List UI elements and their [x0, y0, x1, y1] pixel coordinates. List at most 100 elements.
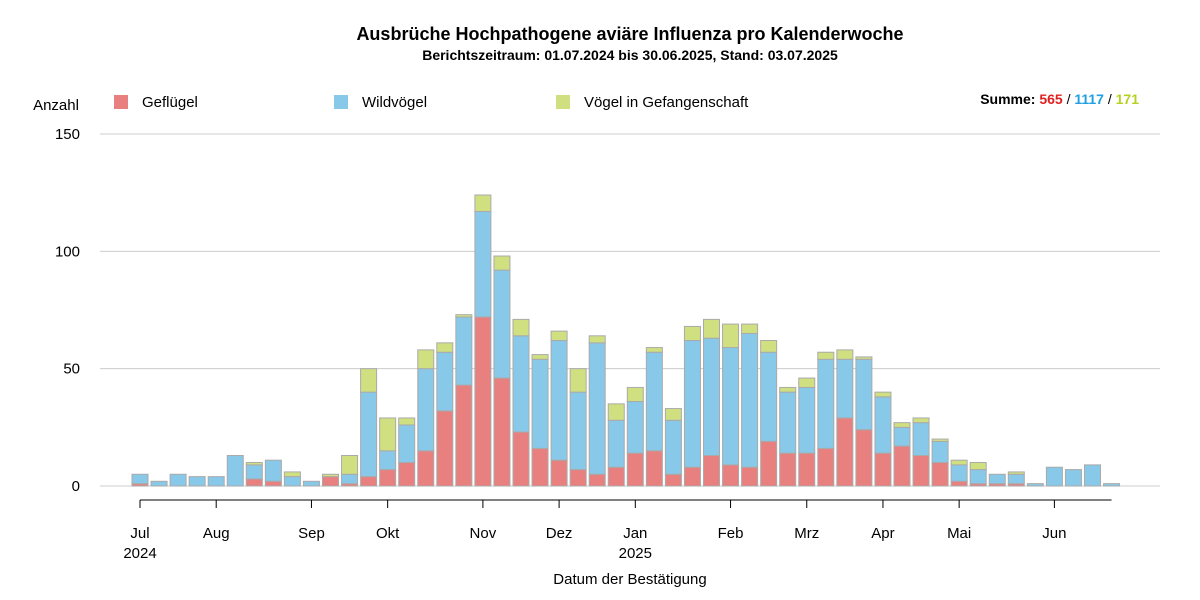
bar-segment-wildvoegel [1007, 473, 1025, 485]
legend-swatch-wildvoegel [334, 95, 348, 109]
bar-segment-wildvoegel [645, 351, 663, 452]
bar-segment-gefluegel [912, 454, 930, 487]
bar-segment-gefluegel [931, 462, 949, 487]
bar-segment-wildvoegel [664, 419, 682, 475]
bar-segment-gefluegel [779, 452, 797, 487]
bar-segment-wildvoegel [398, 424, 416, 464]
bar-segment-wildvoegel [931, 440, 949, 464]
x-tick-label: Okt [376, 525, 400, 542]
bar-segment-wildvoegel [150, 480, 168, 487]
bar-segment-gefangenschaft [836, 349, 854, 360]
bar-segment-wildvoegel [1064, 469, 1082, 487]
legend-label-gefluegel: Geflügel [142, 94, 198, 111]
legend-label-gefangenschaft: Vögel in Gefangenschaft [584, 94, 749, 111]
bar-segment-gefangenschaft [722, 323, 740, 349]
total-gefluegel: 565 [1039, 91, 1063, 107]
x-axis-label: Datum der Bestätigung [553, 571, 706, 588]
bar-segment-gefangenschaft [950, 459, 968, 466]
y-tick-label: 150 [55, 126, 80, 143]
bar-segment-gefangenschaft [455, 314, 473, 318]
bar-segment-wildvoegel [360, 391, 378, 478]
bar-segment-gefangenschaft [798, 377, 816, 388]
y-tick-label: 0 [72, 478, 80, 495]
bar-segment-wildvoegel [531, 358, 549, 449]
bar-segment-gefluegel [664, 473, 682, 487]
bar-segment-gefangenschaft [493, 255, 511, 271]
bar-segment-gefluegel [417, 450, 435, 487]
bar-segment-gefangenschaft [969, 462, 987, 471]
bar-segment-wildvoegel [703, 337, 720, 456]
bar-segment-gefangenschaft [474, 194, 492, 212]
bar-segment-wildvoegel [1103, 483, 1121, 487]
bar-segment-wildvoegel [779, 391, 797, 454]
bar-segment-gefluegel [436, 410, 454, 487]
bar-segment-gefangenschaft [760, 340, 778, 353]
bar-segment-gefluegel [836, 417, 854, 487]
bar-segment-gefluegel [893, 445, 911, 487]
bar-segment-wildvoegel [683, 340, 701, 468]
bar-segment-wildvoegel [1084, 464, 1101, 487]
bar-segment-gefluegel [531, 447, 549, 487]
bar-segment-gefangenschaft [531, 354, 549, 360]
bar-segment-gefluegel [474, 316, 492, 487]
bar-segment-wildvoegel [302, 480, 320, 487]
bar-segment-gefluegel [626, 452, 644, 487]
bar-segment-gefluegel [550, 459, 568, 487]
bar-segment-gefluegel [569, 469, 587, 487]
bar-segment-wildvoegel [417, 368, 435, 452]
bar-segment-gefangenschaft [283, 471, 301, 478]
bar-segment-wildvoegel [1026, 483, 1044, 487]
chart-subtitle: Berichtszeitraum: 01.07.2024 bis 30.06.2… [422, 47, 838, 63]
bar-segment-wildvoegel [817, 358, 835, 449]
y-tick-label: 50 [63, 361, 80, 378]
bar-segment-wildvoegel [283, 476, 301, 487]
bar-segment-gefangenschaft [550, 330, 568, 342]
x-tick-label: Mai [947, 525, 971, 542]
totals-label: Summe: [980, 91, 1035, 107]
bar-segment-gefluegel [493, 377, 511, 487]
bar-segment-gefangenschaft [817, 351, 835, 360]
x-tick-label: Mrz [794, 525, 819, 542]
bar-segment-wildvoegel [169, 473, 187, 487]
bar-segment-gefangenschaft [588, 335, 606, 344]
x-tick-label: Aug [203, 525, 230, 542]
bar-segment-wildvoegel [988, 473, 1006, 485]
x-tick-label: Sep [298, 525, 325, 542]
bar-segment-gefluegel [798, 452, 816, 487]
bar-segment-gefangenschaft [569, 368, 587, 393]
bar-segment-gefangenschaft [741, 323, 759, 334]
bar-segment-wildvoegel [569, 391, 587, 471]
bars [131, 194, 1121, 487]
bar-segment-wildvoegel [855, 358, 873, 431]
bar-segment-wildvoegel [245, 464, 263, 480]
x-axis: Jul 2024 Aug Sep Okt Nov Dez Jan 2025 Feb Mrz Apr Ma… [123, 499, 1112, 562]
bar-segment-wildvoegel [264, 459, 282, 482]
bar-segment-gefangenschaft [379, 417, 397, 452]
bar-segment-wildvoegel [722, 347, 740, 466]
bar-segment-gefangenschaft [626, 386, 644, 403]
bar-segment-gefangenschaft [912, 417, 930, 424]
bar-segment-gefluegel [950, 480, 968, 487]
bar-segment-gefluegel [455, 384, 473, 487]
bar-segment-gefluegel [741, 466, 759, 487]
bar-segment-gefluegel [512, 431, 530, 487]
bar-segment-wildvoegel [760, 351, 778, 442]
bar-segment-wildvoegel [1045, 466, 1063, 487]
bar-segment-wildvoegel [836, 358, 854, 419]
bar-segment-gefangenschaft [779, 386, 797, 393]
bar-segment-gefangenschaft [855, 356, 873, 360]
total-gefangenschaft: 171 [1116, 91, 1140, 107]
bar-segment-wildvoegel [798, 386, 816, 454]
bar-segment-wildvoegel [131, 473, 149, 485]
bar-segment-gefangenschaft [398, 417, 416, 426]
bar-segment-gefluegel [683, 466, 701, 487]
y-axis-label: Anzahl [33, 97, 79, 114]
bar-segment-gefluegel [645, 450, 663, 487]
bar-segment-gefluegel [398, 462, 416, 487]
bar-segment-gefluegel [817, 447, 835, 487]
legend-label-wildvoegel: Wildvögel [362, 94, 427, 111]
bar-segment-gefluegel [245, 478, 263, 487]
bar-segment-gefangenschaft [360, 368, 378, 393]
bar-segment-gefluegel [264, 480, 282, 487]
